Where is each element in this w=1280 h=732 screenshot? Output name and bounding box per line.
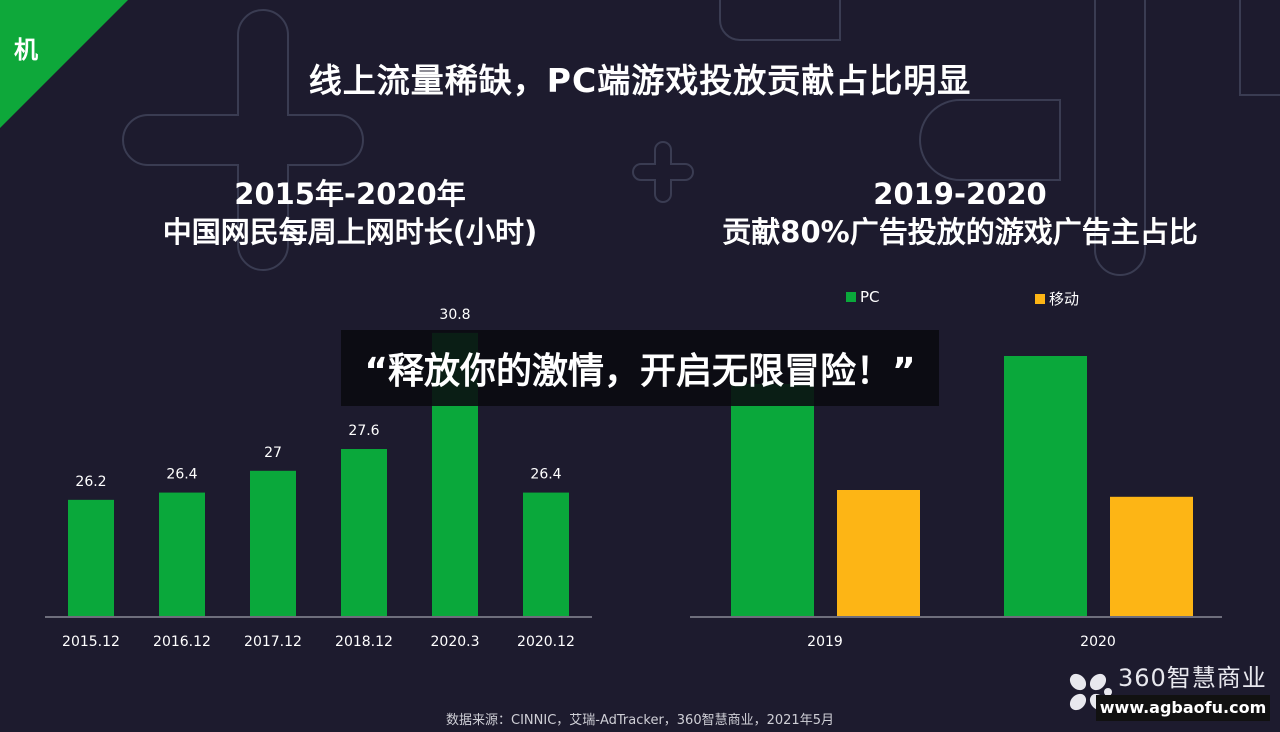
bar-2019-pc: [731, 384, 814, 616]
right-chart-title-line1: 2019-2020: [873, 177, 1047, 211]
page-title: 线上流量稀缺，PC端游戏投放贡献占比明显: [308, 61, 972, 100]
data-label-2017.12: 27: [264, 445, 282, 461]
x-tick-label-2019: 2019: [807, 634, 843, 650]
logo-text: 360智慧商业: [1118, 664, 1267, 692]
x-tick-label-2017.12: 2017.12: [244, 634, 302, 650]
bar-2016.12: [159, 492, 205, 616]
right-chart-title: 2019-2020 贡献80%广告投放的游戏广告主占比: [660, 175, 1260, 251]
x-tick-label-2018.12: 2018.12: [335, 634, 393, 650]
left-chart-title-line1: 2015年-2020年: [234, 177, 466, 211]
legend-label-mobile: 移动: [1049, 290, 1080, 308]
bar-2015.12: [68, 499, 114, 616]
bar-2017.12: [250, 470, 296, 616]
legend-item-pc: PC: [846, 288, 880, 306]
overlay-banner: “释放你的激情，开启无限冒险！”: [341, 330, 939, 406]
right-chart-title-line2: 贡献80%广告投放的游戏广告主占比: [722, 215, 1198, 249]
watermark-url: www.agbaofu.com: [1096, 695, 1270, 721]
legend-swatch-pc: [846, 292, 856, 302]
data-source: 数据来源：CINNIC，艾瑞-AdTracker，360智慧商业，2021年5月: [446, 713, 834, 728]
legend-item-mobile: 移动: [1035, 288, 1079, 309]
data-label-2016.12: 26.4: [166, 467, 197, 483]
x-tick-label-2020: 2020: [1080, 634, 1116, 650]
data-label-2020.3: 30.8: [439, 307, 470, 323]
x-tick-label-2020.3: 2020.3: [431, 634, 480, 650]
data-label-2018.12: 27.6: [348, 423, 379, 439]
left-chart-title: 2015年-2020年 中国网民每周上网时长(小时): [60, 175, 640, 251]
x-tick-label-2020.12: 2020.12: [517, 634, 575, 650]
data-label-2015.12: 26.2: [75, 474, 106, 490]
data-label-2020.12: 26.4: [530, 467, 561, 483]
legend-swatch-mobile: [1035, 293, 1045, 304]
left-chart-title-line2: 中国网民每周上网时长(小时): [162, 215, 538, 249]
x-tick-label-2015.12: 2015.12: [62, 634, 120, 650]
bar-2018.12: [341, 449, 387, 616]
right-bar-chart: 2019 2020: [690, 356, 1222, 650]
legend-label-pc: PC: [860, 288, 880, 306]
bar-2019-mobile: [837, 490, 920, 616]
bar-2020.12: [523, 492, 569, 616]
x-tick-label-2016.12: 2016.12: [153, 634, 211, 650]
bar-2020-pc: [1004, 356, 1087, 616]
corner-tag: [0, 0, 128, 128]
corner-label: 机: [14, 36, 38, 64]
bar-2020-mobile: [1110, 496, 1193, 616]
